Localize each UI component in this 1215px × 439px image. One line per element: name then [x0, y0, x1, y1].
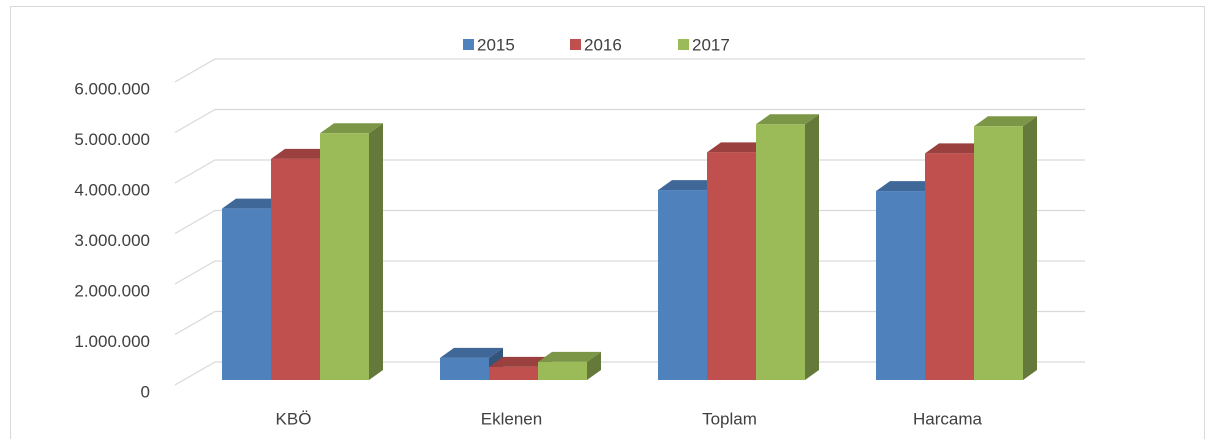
y-tick-label: 5.000.000 [74, 130, 150, 149]
bar [271, 158, 320, 380]
grid-line [174, 108, 1085, 134]
grid-line [174, 58, 1085, 83]
bar [925, 153, 974, 380]
legend-label: 2017 [692, 35, 730, 54]
bar [756, 124, 805, 380]
x-tick-label: Harcama [913, 409, 983, 428]
bar-top [707, 142, 770, 153]
x-tick-label: Eklenen [481, 409, 542, 428]
bar-top [876, 181, 939, 192]
bar [707, 152, 756, 380]
bar [876, 191, 925, 380]
bar [320, 133, 369, 380]
y-tick-label: 6.000.000 [74, 79, 150, 98]
y-tick-label: 2.000.000 [74, 281, 150, 300]
bar-top [974, 116, 1037, 127]
legend-label: 2015 [477, 35, 515, 54]
bar-side [369, 123, 383, 380]
y-tick-label: 1.000.000 [74, 332, 150, 351]
bar-top [756, 114, 819, 125]
bar [222, 208, 271, 380]
bar-top [538, 351, 601, 362]
bar-top [658, 180, 721, 191]
bar-top [489, 356, 552, 367]
bar [974, 126, 1023, 380]
legend-label: 2016 [584, 35, 622, 54]
y-tick-label: 3.000.000 [74, 231, 150, 250]
legend-swatch [570, 39, 581, 50]
legend-swatch [463, 39, 474, 50]
bar [658, 190, 707, 380]
bar [440, 357, 489, 380]
x-tick-label: KBÖ [276, 409, 312, 428]
legend-swatch [678, 39, 689, 50]
bar-top [440, 347, 503, 358]
bar-side [1023, 116, 1037, 380]
bar [489, 366, 538, 380]
bar-side [587, 351, 601, 380]
bar-side [805, 114, 819, 380]
bar-top [222, 198, 285, 209]
x-tick-label: Toplam [702, 409, 757, 428]
bar-top [271, 148, 334, 159]
bar-top [925, 143, 988, 154]
y-tick-label: 4.000.000 [74, 180, 150, 199]
bar [538, 361, 587, 380]
y-tick-label: 0 [141, 382, 150, 401]
bar-top [320, 123, 383, 134]
